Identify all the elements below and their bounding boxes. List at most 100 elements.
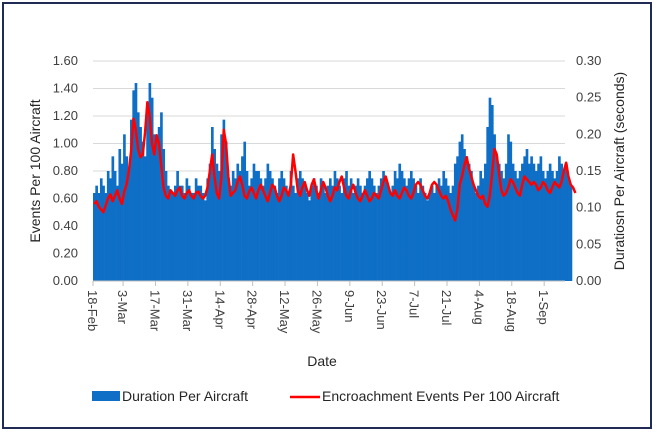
duration-bar: [463, 149, 466, 281]
x-tick-label: 4-Aug: [471, 290, 486, 325]
duration-bar: [143, 156, 147, 281]
duration-bar: [509, 141, 513, 281]
duration-bar: [340, 193, 344, 281]
duration-bar: [442, 171, 446, 281]
duration-bar: [211, 127, 214, 281]
x-tick-label: 18-Feb: [85, 290, 100, 331]
duration-bar: [169, 193, 173, 281]
duration-bar: [194, 178, 198, 281]
duration-bar: [419, 178, 422, 281]
duration-bar: [243, 141, 247, 281]
duration-bar: [470, 171, 473, 281]
duration-bar: [238, 171, 242, 281]
y-axis-left: 0.00 0.20 0.40 0.60 0.80 1.00 1.20 1.40 1.60: [53, 53, 78, 288]
duration-bar: [403, 178, 406, 281]
duration-bar: [273, 185, 277, 281]
y-right-tick-label: 0.10: [576, 200, 601, 215]
duration-bar: [393, 171, 397, 281]
duration-bar: [278, 178, 281, 281]
duration-bar: [150, 97, 154, 281]
duration-bar: [447, 185, 450, 281]
duration-bar: [359, 185, 362, 281]
duration-bar: [555, 171, 559, 281]
duration-bar: [537, 163, 540, 281]
duration-bar: [118, 149, 122, 281]
duration-bar: [206, 178, 210, 281]
duration-bar: [426, 200, 429, 281]
y-left-tick-label: 0.00: [53, 273, 78, 288]
duration-bar: [326, 185, 330, 281]
duration-bar: [389, 193, 392, 281]
x-tick-label: 3-Mar: [115, 290, 130, 325]
duration-bar: [111, 156, 115, 281]
duration-bar: [275, 193, 279, 281]
legend-label-duration: Duration Per Aircraft: [122, 388, 248, 404]
duration-bar: [123, 134, 126, 281]
duration-bar: [347, 185, 351, 281]
duration-bar: [106, 171, 110, 281]
duration-bar: [511, 163, 515, 281]
duration-bar: [379, 178, 383, 281]
duration-bar: [481, 178, 485, 281]
duration-bar: [372, 185, 376, 281]
duration-bar: [377, 185, 381, 281]
duration-bar: [160, 112, 163, 281]
x-tick-label: 9-Jun: [342, 290, 357, 323]
duration-bar: [507, 134, 510, 281]
duration-bar: [120, 163, 124, 281]
x-axis-title: Date: [307, 353, 337, 369]
duration-bar: [125, 156, 129, 281]
duration-bar: [407, 178, 411, 281]
duration-bar: [190, 193, 193, 281]
duration-bar: [282, 178, 286, 281]
duration-bar: [141, 141, 145, 281]
legend-label-encroachment: Encroachment Events Per 100 Aircraft: [322, 388, 559, 404]
y-right-tick-label: 0.30: [576, 53, 601, 68]
x-tick-label: 23-Jun: [374, 290, 389, 330]
duration-bar: [116, 185, 119, 281]
duration-bar: [569, 185, 573, 281]
duration-bar: [95, 185, 98, 281]
duration-bar: [257, 171, 260, 281]
x-tick-label: 14-Apr: [212, 290, 227, 330]
duration-bar: [301, 178, 304, 281]
duration-bar: [308, 200, 311, 281]
duration-bar: [213, 149, 216, 281]
duration-bar: [444, 178, 448, 281]
duration-bar: [173, 185, 177, 281]
duration-bar: [546, 171, 550, 281]
duration-bar: [516, 178, 520, 281]
duration-bar: [220, 134, 223, 281]
duration-bar: [354, 185, 358, 281]
duration-bar: [183, 193, 186, 281]
duration-bar: [562, 171, 566, 281]
y-axis-right: 0.00 0.05 0.10 0.15 0.20 0.25 0.30: [576, 53, 601, 288]
y-axis-right-title: Duratiosn Per Aircraft (seconds): [611, 72, 627, 270]
y-right-tick-label: 0.00: [576, 273, 601, 288]
duration-bar: [146, 105, 149, 281]
y-left-tick-label: 0.40: [53, 218, 78, 233]
x-tick-label: 17-Mar: [147, 290, 162, 332]
duration-bar: [310, 185, 314, 281]
duration-bar: [127, 171, 131, 281]
duration-bar: [215, 163, 219, 281]
duration-bar: [132, 90, 135, 281]
duration-bar: [451, 185, 455, 281]
encroachment-line: [93, 101, 577, 222]
duration-bar: [303, 185, 307, 281]
duration-bar: [264, 178, 267, 281]
duration-bar: [465, 156, 469, 281]
duration-bar: [416, 193, 420, 281]
duration-bar: [236, 163, 240, 281]
duration-bar: [423, 193, 427, 281]
duration-bar: [109, 178, 112, 281]
x-tick-label: 1-Sep: [536, 290, 551, 325]
duration-bar: [261, 185, 265, 281]
y-left-tick-label: 1.00: [53, 136, 78, 151]
duration-bar: [322, 185, 325, 281]
duration-bar: [287, 193, 291, 281]
duration-bar: [104, 193, 108, 281]
duration-bar: [155, 141, 159, 281]
duration-bar: [93, 193, 96, 281]
duration-bar: [560, 163, 564, 281]
